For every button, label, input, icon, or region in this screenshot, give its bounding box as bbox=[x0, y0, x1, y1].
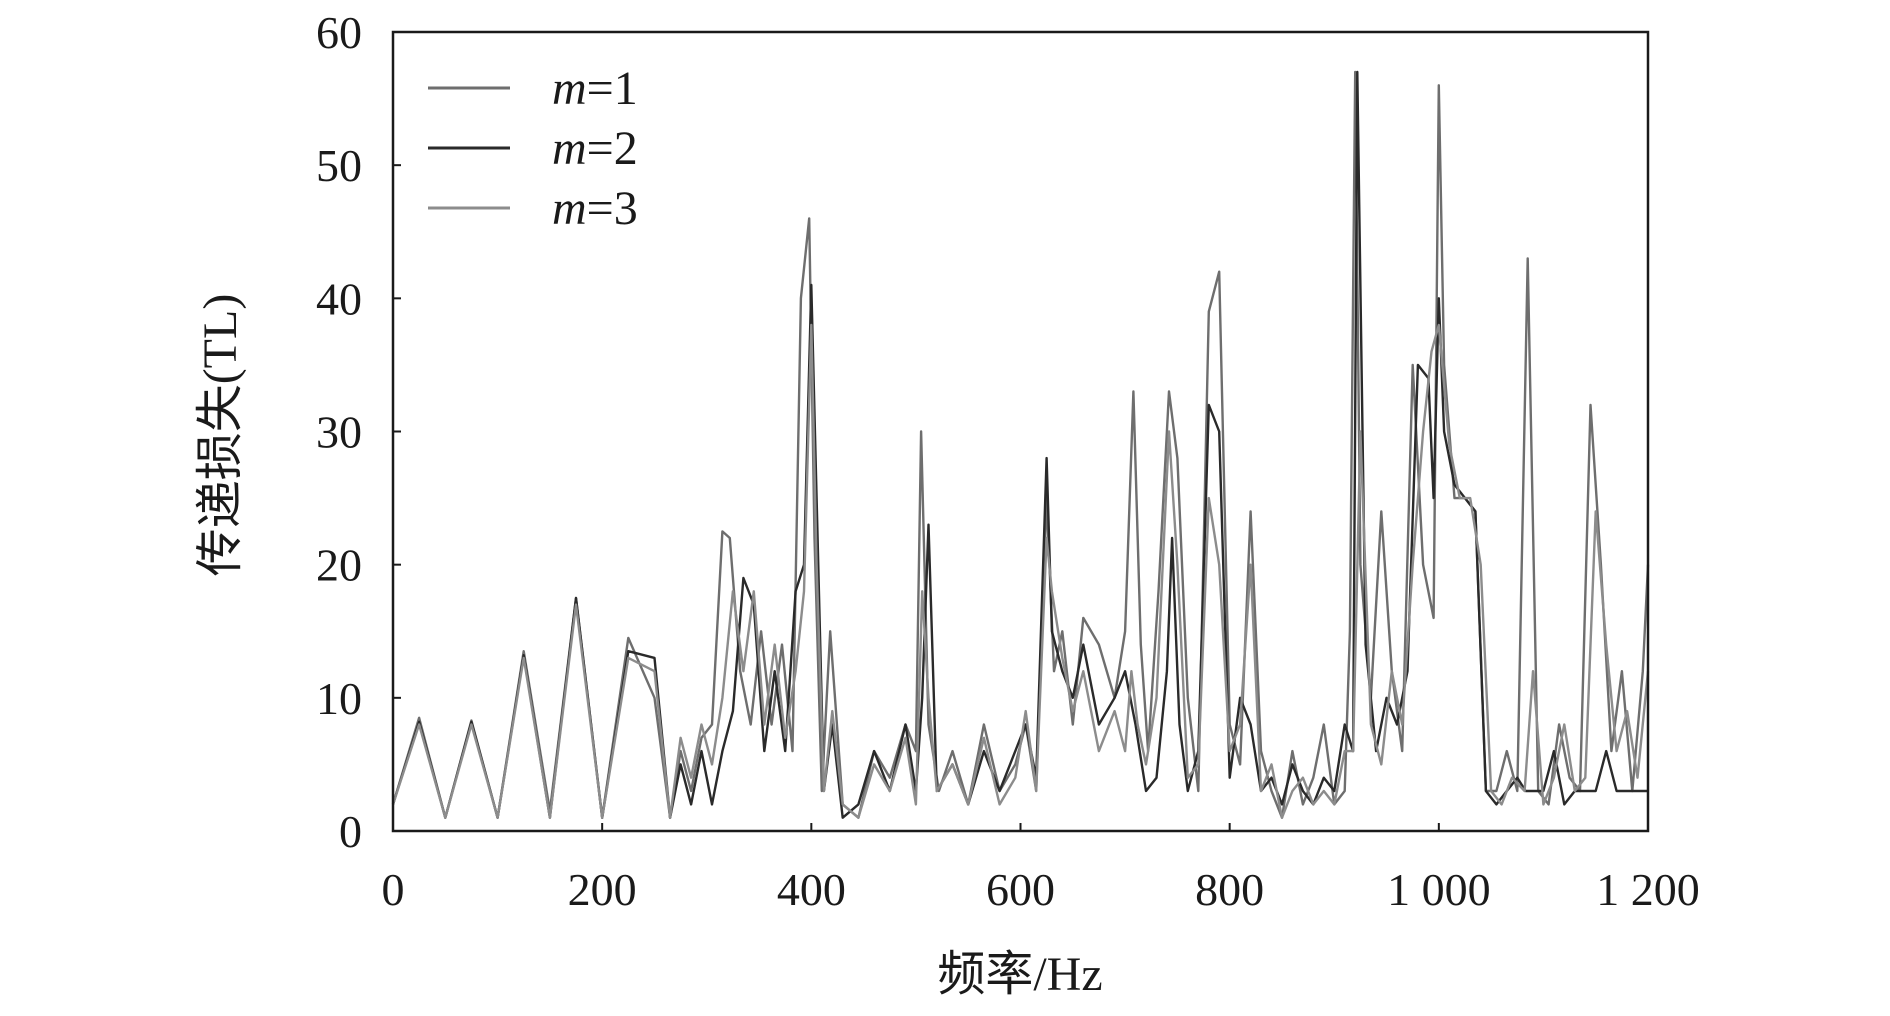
x-tick-label: 1 200 bbox=[1596, 864, 1700, 915]
x-tick-label: 1 000 bbox=[1387, 864, 1491, 915]
legend-label-3: m=3 bbox=[552, 182, 638, 235]
x-tick-label: 400 bbox=[777, 864, 846, 915]
y-tick-label: 0 bbox=[339, 806, 362, 857]
y-tick-label: 10 bbox=[316, 673, 362, 724]
y-tick-label: 20 bbox=[316, 540, 362, 591]
x-tick-label: 800 bbox=[1195, 864, 1264, 915]
x-axis: 0 200 400 600 800 1 000 1 200 bbox=[382, 823, 1700, 915]
y-tick-label: 50 bbox=[316, 140, 362, 191]
plot-area bbox=[391, 70, 1650, 819]
x-axis-title: 频率/Hz bbox=[937, 948, 1102, 1001]
y-tick-label: 60 bbox=[316, 7, 362, 58]
y-axis: 0 10 20 30 40 50 60 bbox=[316, 7, 401, 857]
x-tick-label: 200 bbox=[568, 864, 637, 915]
legend-label-1: m=1 bbox=[552, 62, 638, 115]
x-tick-label: 600 bbox=[986, 864, 1055, 915]
x-tick-label: 0 bbox=[382, 864, 405, 915]
legend-label-2: m=2 bbox=[552, 122, 638, 175]
series-line-3 bbox=[391, 323, 1650, 819]
y-tick-label: 30 bbox=[316, 407, 362, 458]
y-axis-title: 传递损失(TL) bbox=[194, 294, 247, 577]
y-tick-label: 40 bbox=[316, 273, 362, 324]
series-line-2 bbox=[391, 70, 1648, 819]
legend: m=1 m=2 m=3 bbox=[428, 62, 638, 235]
